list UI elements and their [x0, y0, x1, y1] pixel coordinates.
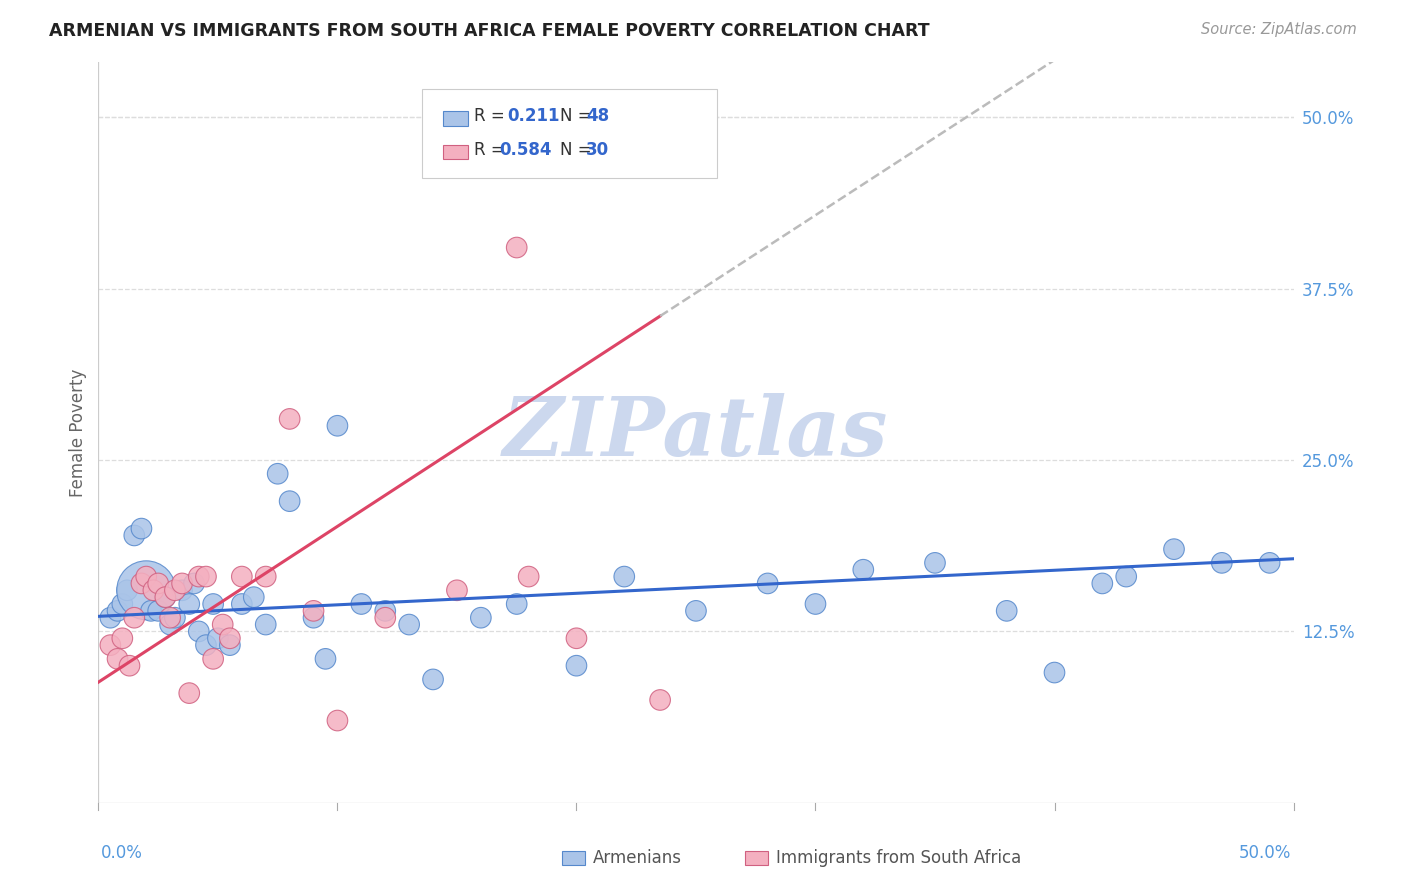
Point — [139, 604, 162, 618]
Point — [1091, 576, 1114, 591]
Point — [118, 658, 141, 673]
Point — [131, 576, 153, 591]
Text: N =: N = — [560, 107, 596, 125]
Point — [374, 610, 396, 624]
Point — [326, 418, 349, 433]
Point — [422, 673, 444, 687]
Point — [142, 583, 165, 598]
Point — [163, 583, 186, 598]
Point — [207, 632, 229, 646]
Point — [98, 638, 122, 652]
Point — [187, 624, 209, 639]
Point — [302, 604, 325, 618]
Point — [267, 467, 290, 481]
Point — [159, 617, 181, 632]
Point — [278, 494, 301, 508]
Point — [315, 652, 337, 666]
Point — [211, 617, 233, 632]
Point — [302, 610, 325, 624]
Point — [852, 563, 875, 577]
Text: Immigrants from South Africa: Immigrants from South Africa — [776, 849, 1021, 867]
Text: 50.0%: 50.0% — [1239, 844, 1291, 862]
Text: 30: 30 — [586, 141, 609, 159]
Point — [179, 686, 201, 700]
Point — [202, 652, 225, 666]
Point — [446, 583, 468, 598]
Point — [148, 576, 170, 591]
Point — [613, 569, 636, 583]
Point — [243, 590, 266, 604]
Text: R =: R = — [474, 107, 515, 125]
Point — [565, 658, 588, 673]
Point — [202, 597, 225, 611]
Point — [124, 528, 146, 542]
Point — [254, 617, 277, 632]
Text: Source: ZipAtlas.com: Source: ZipAtlas.com — [1201, 22, 1357, 37]
Point — [124, 610, 146, 624]
Point — [183, 576, 205, 591]
Point — [1043, 665, 1066, 680]
Point — [506, 597, 529, 611]
Point — [648, 693, 672, 707]
Point — [374, 604, 396, 618]
Point — [278, 412, 301, 426]
Point — [685, 604, 707, 618]
Point — [187, 569, 209, 583]
Point — [995, 604, 1018, 618]
Point — [98, 610, 122, 624]
Text: ZIPatlas: ZIPatlas — [503, 392, 889, 473]
Text: 48: 48 — [586, 107, 609, 125]
Point — [565, 632, 588, 646]
Point — [1163, 542, 1185, 557]
Point — [148, 604, 170, 618]
Point — [1211, 556, 1233, 570]
Text: ARMENIAN VS IMMIGRANTS FROM SOUTH AFRICA FEMALE POVERTY CORRELATION CHART: ARMENIAN VS IMMIGRANTS FROM SOUTH AFRICA… — [49, 22, 929, 40]
Point — [506, 240, 529, 255]
Point — [172, 583, 194, 598]
Text: 0.211: 0.211 — [508, 107, 560, 125]
Text: N =: N = — [560, 141, 596, 159]
Point — [804, 597, 827, 611]
Point — [195, 638, 218, 652]
Point — [159, 610, 181, 624]
Point — [172, 576, 194, 591]
Point — [231, 597, 253, 611]
Point — [350, 597, 373, 611]
Text: 0.584: 0.584 — [499, 141, 551, 159]
Point — [254, 569, 277, 583]
Point — [107, 604, 129, 618]
Point — [924, 556, 946, 570]
Point — [115, 583, 138, 598]
Text: 0.0%: 0.0% — [101, 844, 142, 862]
Point — [195, 569, 218, 583]
Point — [756, 576, 779, 591]
Point — [131, 522, 153, 536]
Point — [326, 714, 349, 728]
Point — [155, 590, 177, 604]
Point — [219, 638, 242, 652]
Point — [517, 569, 540, 583]
Point — [111, 597, 134, 611]
Point — [155, 590, 177, 604]
Text: R =: R = — [474, 141, 510, 159]
Point — [107, 652, 129, 666]
Point — [398, 617, 420, 632]
Point — [470, 610, 492, 624]
Point — [163, 610, 186, 624]
Y-axis label: Female Poverty: Female Poverty — [69, 368, 87, 497]
Point — [1258, 556, 1281, 570]
Point — [179, 597, 201, 611]
Text: Armenians: Armenians — [593, 849, 682, 867]
Point — [219, 632, 242, 646]
Point — [135, 569, 157, 583]
Point — [135, 583, 157, 598]
Point — [111, 632, 134, 646]
Point — [231, 569, 253, 583]
Point — [1115, 569, 1137, 583]
